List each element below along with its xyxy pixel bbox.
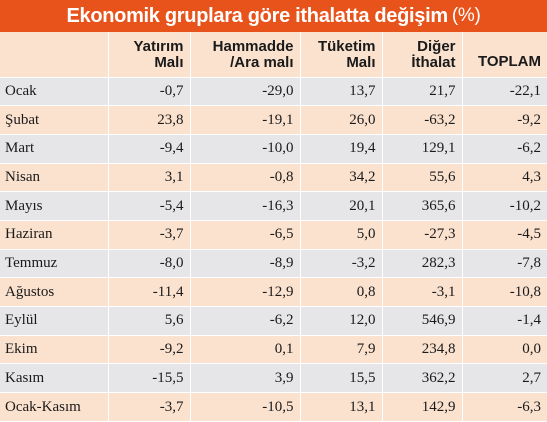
cell-investment-goods: 3,1 [108, 162, 191, 192]
cell-consumer-goods: 20,1 [300, 191, 383, 221]
row-label: Eylül [0, 306, 109, 336]
cell-investment-goods: -5,4 [108, 191, 191, 221]
table-row: Şubat 23,8 -19,1 26,0 -63,2 -9,2 [0, 105, 547, 135]
cell-other-imports: 365,6 [382, 191, 463, 221]
cell-raw-materials: -10,5 [190, 392, 301, 422]
column-header-consumer-goods: Tüketim Malı [300, 32, 383, 77]
cell-consumer-goods: 15,5 [300, 363, 383, 393]
row-label: Ocak [0, 76, 109, 106]
cell-total: -10,2 [462, 191, 547, 221]
cell-consumer-goods: 0,8 [300, 277, 383, 307]
table-row: Haziran -3,7 -6,5 5,0 -27,3 -4,5 [0, 219, 547, 250]
cell-other-imports: -27,3 [382, 219, 463, 250]
row-label: Ekim [0, 334, 109, 364]
cell-total: 2,7 [462, 363, 547, 393]
column-header-raw-materials: Hammadde/Ara malı [190, 32, 301, 77]
cell-other-imports: 129,1 [382, 133, 463, 164]
import-change-table: Yatırım Malı Hammadde/Ara malı Tüketim Malı D… [0, 32, 547, 422]
row-label: Mart [0, 133, 109, 164]
cell-raw-materials: -16,3 [190, 191, 301, 221]
column-header-other-imports: Diğer İthalat [382, 32, 463, 77]
table-row: Ekim -9,2 0,1 7,9 234,8 0,0 [0, 334, 547, 364]
header-row: Yatırım Malı Hammadde/Ara malı Tüketim Malı D… [0, 32, 547, 77]
cell-investment-goods: -9,4 [108, 133, 191, 164]
cell-consumer-goods: 5,0 [300, 219, 383, 250]
row-label: Temmuz [0, 248, 109, 278]
cell-total: -22,1 [462, 76, 547, 106]
cell-raw-materials: 0,1 [190, 334, 301, 364]
table-header: Yatırım Malı Hammadde/Ara malı Tüketim Malı D… [0, 32, 547, 77]
cell-other-imports: 55,6 [382, 162, 463, 192]
table-unit: (%) [451, 5, 481, 26]
row-label: Nisan [0, 162, 109, 192]
cell-raw-materials: -12,9 [190, 277, 301, 307]
table-row: Ağustos -11,4 -12,9 0,8 -3,1 -10,8 [0, 277, 547, 307]
cell-consumer-goods: 34,2 [300, 162, 383, 192]
cell-investment-goods: -9,2 [108, 334, 191, 364]
cell-total: 4,3 [462, 162, 547, 192]
cell-consumer-goods: 12,0 [300, 306, 383, 336]
cell-investment-goods: -8,0 [108, 248, 191, 278]
cell-investment-goods: -0,7 [108, 76, 191, 106]
cell-consumer-goods: -3,2 [300, 248, 383, 278]
cell-raw-materials: 3,9 [190, 363, 301, 393]
table-title: Ekonomik gruplara göre ithalatta değişim [66, 4, 448, 27]
row-label: Ocak-Kasım [0, 392, 109, 422]
table-body: Ocak -0,7 -29,0 13,7 21,7 -22,1 Şubat 23,8 -19,1… [0, 76, 547, 422]
cell-consumer-goods: 7,9 [300, 334, 383, 364]
row-label: Kasım [0, 363, 109, 393]
cell-total: -6,2 [462, 133, 547, 164]
cell-total: -7,8 [462, 248, 547, 278]
cell-other-imports: 234,8 [382, 334, 463, 364]
cell-other-imports: -63,2 [382, 105, 463, 135]
table-row: Temmuz -8,0 -8,9 -3,2 282,3 -7,8 [0, 248, 547, 278]
cell-raw-materials: -8,9 [190, 248, 301, 278]
cell-other-imports: 362,2 [382, 363, 463, 393]
cell-raw-materials: -6,5 [190, 219, 301, 250]
cell-consumer-goods: 13,1 [300, 392, 383, 422]
table-title-bar: Ekonomik gruplara göre ithalatta değişim… [0, 0, 547, 32]
cell-raw-materials: -10,0 [190, 133, 301, 164]
cell-total: -1,4 [462, 306, 547, 336]
row-label: Mayıs [0, 191, 109, 221]
row-label: Şubat [0, 105, 109, 135]
table-row: Mart -9,4 -10,0 19,4 129,1 -6,2 [0, 133, 547, 164]
cell-total: 0,0 [462, 334, 547, 364]
cell-other-imports: 142,9 [382, 392, 463, 422]
cell-other-imports: 282,3 [382, 248, 463, 278]
cell-investment-goods: -15,5 [108, 363, 191, 393]
table-row: Mayıs -5,4 -16,3 20,1 365,6 -10,2 [0, 191, 547, 221]
column-header-month [0, 32, 109, 77]
table-row: Ocak-Kasım -3,7 -10,5 13,1 142,9 -6,3 [0, 392, 547, 422]
row-label: Ağustos [0, 277, 109, 307]
cell-raw-materials: -0,8 [190, 162, 301, 192]
cell-consumer-goods: 19,4 [300, 133, 383, 164]
cell-investment-goods: -3,7 [108, 219, 191, 250]
cell-other-imports: 546,9 [382, 306, 463, 336]
row-label: Haziran [0, 219, 109, 250]
cell-other-imports: 21,7 [382, 76, 463, 106]
cell-investment-goods: 23,8 [108, 105, 191, 135]
cell-investment-goods: -3,7 [108, 392, 191, 422]
table-row: Kasım -15,5 3,9 15,5 362,2 2,7 [0, 363, 547, 393]
cell-total: -9,2 [462, 105, 547, 135]
cell-total: -6,3 [462, 392, 547, 422]
column-header-investment-goods: Yatırım Malı [108, 32, 191, 77]
table-row: Eylül 5,6 -6,2 12,0 546,9 -1,4 [0, 306, 547, 336]
cell-consumer-goods: 13,7 [300, 76, 383, 106]
cell-raw-materials: -6,2 [190, 306, 301, 336]
cell-total: -10,8 [462, 277, 547, 307]
table-row: Ocak -0,7 -29,0 13,7 21,7 -22,1 [0, 76, 547, 106]
column-header-total: TOPLAM [462, 32, 547, 77]
cell-other-imports: -3,1 [382, 277, 463, 307]
cell-raw-materials: -19,1 [190, 105, 301, 135]
cell-investment-goods: 5,6 [108, 306, 191, 336]
cell-investment-goods: -11,4 [108, 277, 191, 307]
cell-consumer-goods: 26,0 [300, 105, 383, 135]
cell-total: -4,5 [462, 219, 547, 250]
cell-raw-materials: -29,0 [190, 76, 301, 106]
table-row: Nisan 3,1 -0,8 34,2 55,6 4,3 [0, 162, 547, 192]
